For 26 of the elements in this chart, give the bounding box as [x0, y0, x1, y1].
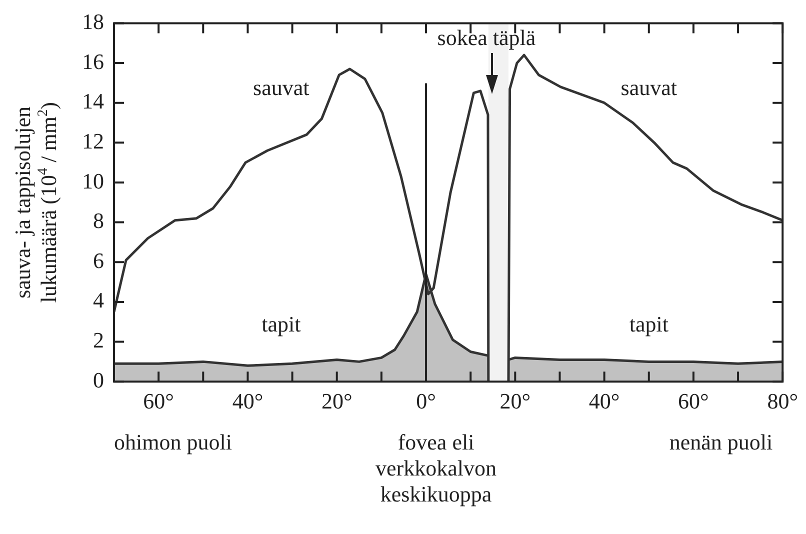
y-tick-label: 4	[93, 288, 104, 313]
y-tick-label: 2	[93, 328, 104, 353]
series-label: tapit	[629, 311, 668, 336]
x-tick-label: 0°	[416, 388, 436, 414]
y-tick-label: 16	[82, 48, 104, 74]
x-tick-label: 20°	[500, 388, 531, 414]
x-tick-label: 40°	[232, 388, 264, 414]
x-tick-label: 60°	[678, 388, 709, 414]
y-tick-label: 10	[82, 168, 104, 194]
x-tick-label: 20°	[321, 388, 352, 414]
series-label: sauvat	[620, 74, 677, 100]
y-tick-label: 14	[82, 88, 104, 114]
x-tick-label: 60°	[143, 388, 174, 414]
y-tick-label: 8	[93, 208, 104, 234]
text: ohimon puoli	[114, 430, 232, 455]
y-tick-label: 12	[82, 128, 104, 154]
text: nenän puoli	[669, 430, 773, 455]
band-label: sokea täplä	[437, 25, 536, 50]
y-tick-label: 18	[82, 8, 104, 34]
y-tick-label: 6	[93, 248, 104, 273]
x-tick-label: 80°	[767, 388, 798, 414]
x-tick-label: 40°	[588, 388, 620, 414]
text: tapit	[262, 311, 301, 336]
text: sauvat	[253, 74, 310, 100]
y-tick-label: 0	[93, 367, 104, 392]
text: fovea eli verkkokalvon keskikuoppa	[376, 430, 496, 507]
